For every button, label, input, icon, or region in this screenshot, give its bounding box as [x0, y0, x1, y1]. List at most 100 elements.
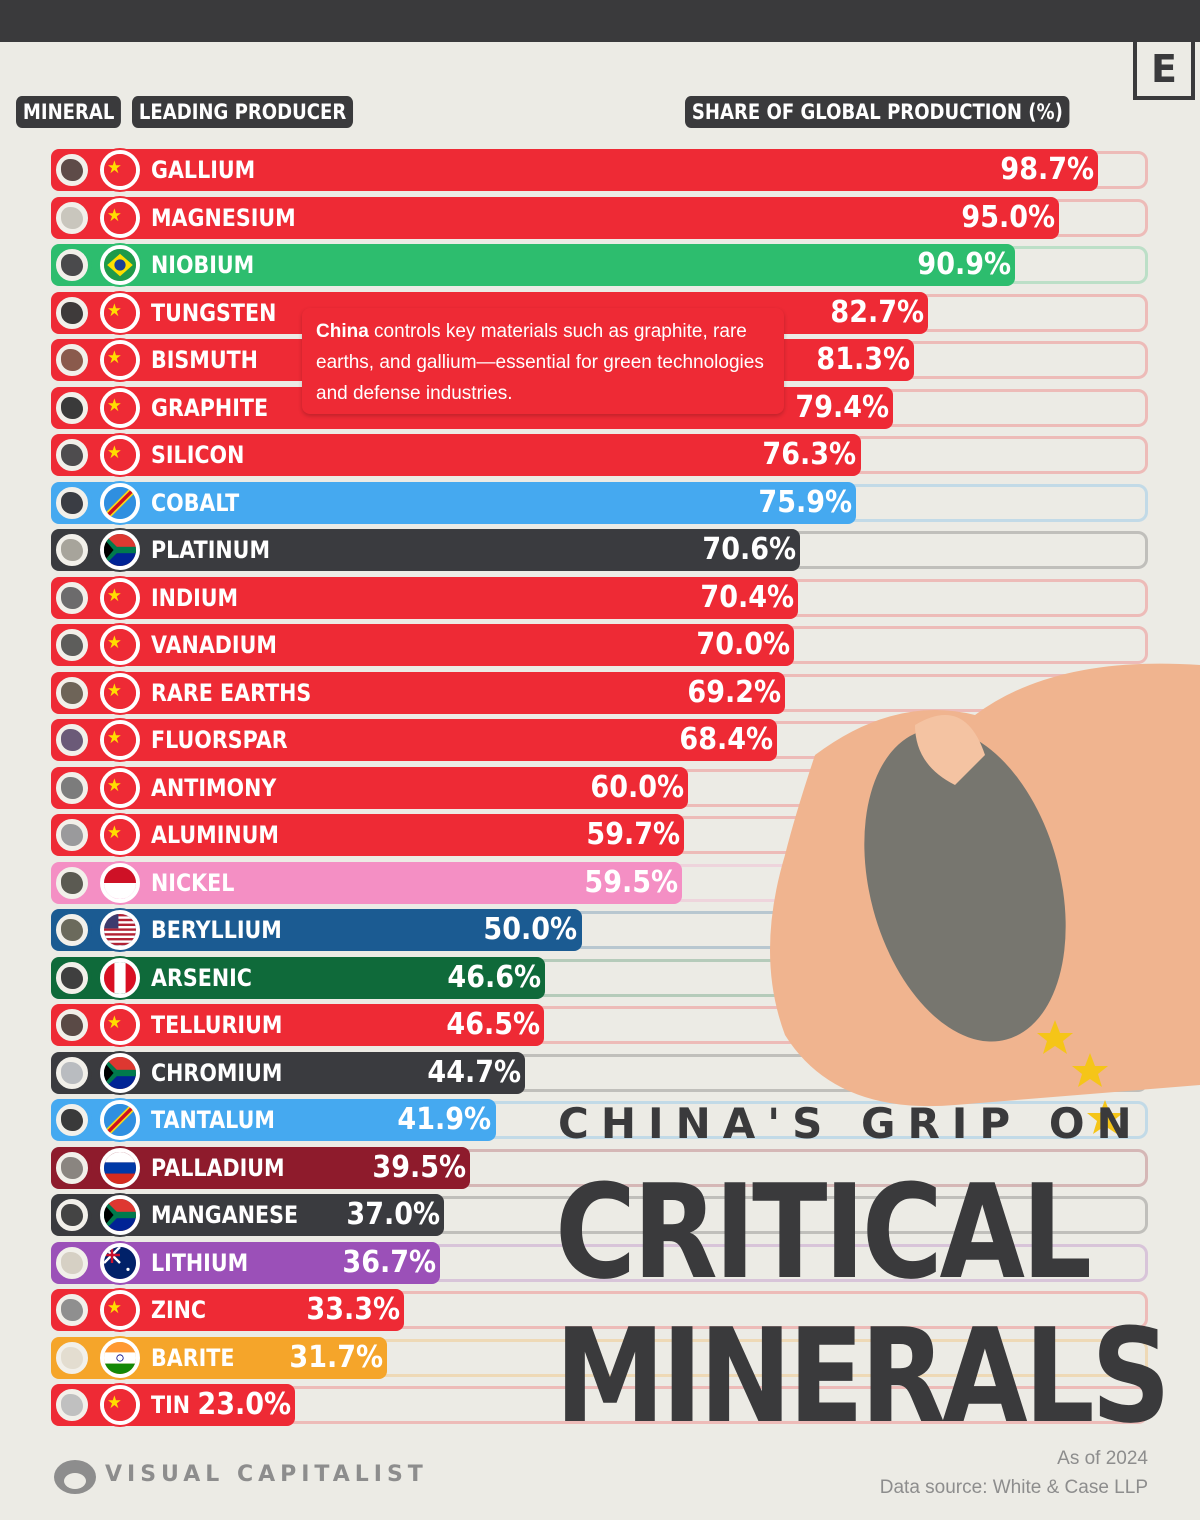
flag-china-icon	[100, 340, 140, 380]
mineral-sample-icon	[52, 482, 92, 523]
mineral-label: TIN	[151, 1391, 191, 1419]
top-bar	[0, 0, 1200, 42]
flag-china-icon	[100, 435, 140, 475]
bar-indium	[51, 576, 798, 619]
flag-china-icon	[100, 577, 140, 618]
mineral-label: COBALT	[151, 488, 240, 517]
bar-fluorspar	[51, 719, 777, 761]
mineral-sample-icon	[52, 1005, 92, 1045]
mineral-label: MAGNESIUM	[151, 203, 296, 232]
mineral-sample-icon	[52, 625, 92, 665]
mineral-label: GALLIUM	[151, 156, 256, 184]
mineral-sample-icon	[52, 530, 92, 570]
flag-indonesia-icon	[100, 862, 140, 903]
flag-south-africa-icon	[100, 530, 140, 570]
mineral-sample-icon	[52, 720, 92, 760]
value-label: 31.7%	[289, 1339, 384, 1375]
mineral-label: BARITE	[151, 1343, 235, 1372]
flag-south-africa-icon	[100, 1195, 140, 1235]
mineral-sample-icon	[52, 1195, 92, 1235]
mineral-label: PLATINUM	[151, 536, 270, 564]
annotation-bold: China	[316, 321, 369, 342]
mineral-label: SILICON	[151, 441, 245, 469]
value-label: 36.7%	[342, 1244, 437, 1280]
flag-south-africa-icon	[100, 1052, 140, 1093]
value-label: 95.0%	[961, 199, 1055, 235]
value-label: 33.3%	[306, 1292, 401, 1327]
mineral-label: MANGANESE	[151, 1201, 299, 1229]
as-of-date: As of 2024	[1057, 1448, 1148, 1469]
annotation-box: China controls key materials such as gra…	[302, 308, 784, 414]
value-label: 46.6%	[447, 959, 542, 995]
mineral-sample-icon	[52, 150, 92, 190]
value-label: 60.0%	[589, 769, 684, 805]
title-line-3: MINERALS	[555, 1300, 1171, 1452]
value-label: 59.7%	[586, 817, 681, 852]
value-label: 37.0%	[345, 1197, 440, 1232]
mineral-label: RARE EARTHS	[151, 678, 312, 707]
annotation-text: controls key materials such as graphite,…	[316, 321, 764, 404]
mineral-sample-icon	[52, 910, 92, 950]
flag-china-icon	[100, 767, 140, 808]
value-label: 90.9%	[917, 247, 1012, 282]
bar-nickel	[51, 861, 683, 904]
mineral-sample-icon	[52, 340, 92, 380]
value-label: 69.2%	[687, 674, 782, 710]
flag-china-icon	[100, 815, 140, 855]
mineral-sample-icon	[52, 387, 92, 428]
flag-china-icon	[100, 1290, 140, 1330]
mineral-sample-icon	[52, 1147, 92, 1188]
value-label: 70.6%	[702, 532, 797, 567]
value-label: 70.0%	[696, 627, 790, 662]
bar-magnesium	[51, 196, 1059, 239]
flag-china-icon	[100, 720, 140, 760]
flag-china-icon	[100, 672, 140, 713]
flag-china-icon	[100, 1005, 140, 1045]
flag-brazil-icon	[100, 245, 140, 285]
mineral-label: INDIUM	[151, 583, 239, 612]
flag-india-icon	[100, 1337, 140, 1378]
stars-icon	[1037, 1020, 1123, 1134]
mineral-sample-icon	[52, 292, 92, 333]
mineral-sample-icon	[52, 435, 92, 475]
bar-gallium	[51, 149, 1099, 191]
mineral-label: NIOBIUM	[151, 251, 255, 279]
flag-china-icon	[100, 625, 140, 665]
mineral-sample-icon	[52, 1290, 92, 1330]
mineral-label: FLUORSPAR	[151, 726, 288, 754]
value-label: 46.5%	[446, 1007, 541, 1042]
bar-silicon	[51, 434, 861, 476]
bar-platinum	[51, 529, 801, 571]
flag-drc-icon	[100, 1100, 140, 1140]
mineral-label: LITHIUM	[151, 1248, 249, 1277]
bar-rare-earths	[51, 671, 786, 714]
mineral-label: TANTALUM	[151, 1106, 275, 1134]
mineral-label: NICKEL	[151, 868, 235, 897]
mineral-label: GRAPHITE	[151, 393, 269, 422]
mineral-sample-icon	[52, 1052, 92, 1093]
mineral-label: ARSENIC	[151, 963, 252, 992]
flag-china-icon	[100, 197, 140, 238]
mineral-label: ANTIMONY	[151, 773, 277, 802]
value-label: 70.4%	[700, 579, 794, 615]
brand-name: VISUAL CAPITALIST	[105, 1462, 428, 1487]
value-label: 79.4%	[795, 389, 890, 425]
header-mineral: MINERAL	[16, 96, 122, 128]
mineral-sample-icon	[52, 1242, 92, 1283]
mineral-label: TELLURIUM	[151, 1011, 283, 1039]
value-label: 76.3%	[762, 437, 857, 472]
value-label: 68.4%	[679, 722, 773, 757]
flag-australia-icon	[100, 1242, 140, 1283]
mineral-sample-icon	[52, 672, 92, 713]
value-label: 59.5%	[584, 864, 679, 900]
mineral-label: TUNGSTEN	[151, 298, 277, 327]
mineral-sample-icon	[52, 245, 92, 285]
visual-capitalist-logo-icon	[54, 1460, 96, 1494]
mineral-label: ZINC	[151, 1296, 207, 1324]
logo: E	[1133, 42, 1195, 100]
flag-russia-icon	[100, 1147, 140, 1188]
mineral-label: VANADIUM	[151, 631, 277, 659]
value-label: 39.5%	[372, 1149, 467, 1185]
mineral-sample-icon	[52, 577, 92, 618]
value-label: 23.0%	[197, 1387, 292, 1422]
